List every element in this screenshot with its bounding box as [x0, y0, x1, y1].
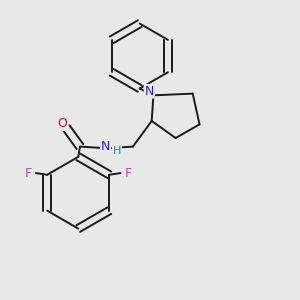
Text: N: N	[101, 140, 110, 153]
Text: F: F	[124, 167, 132, 180]
Text: O: O	[57, 117, 67, 130]
Text: N: N	[145, 85, 154, 98]
Text: H: H	[113, 146, 121, 156]
Text: F: F	[25, 167, 32, 180]
